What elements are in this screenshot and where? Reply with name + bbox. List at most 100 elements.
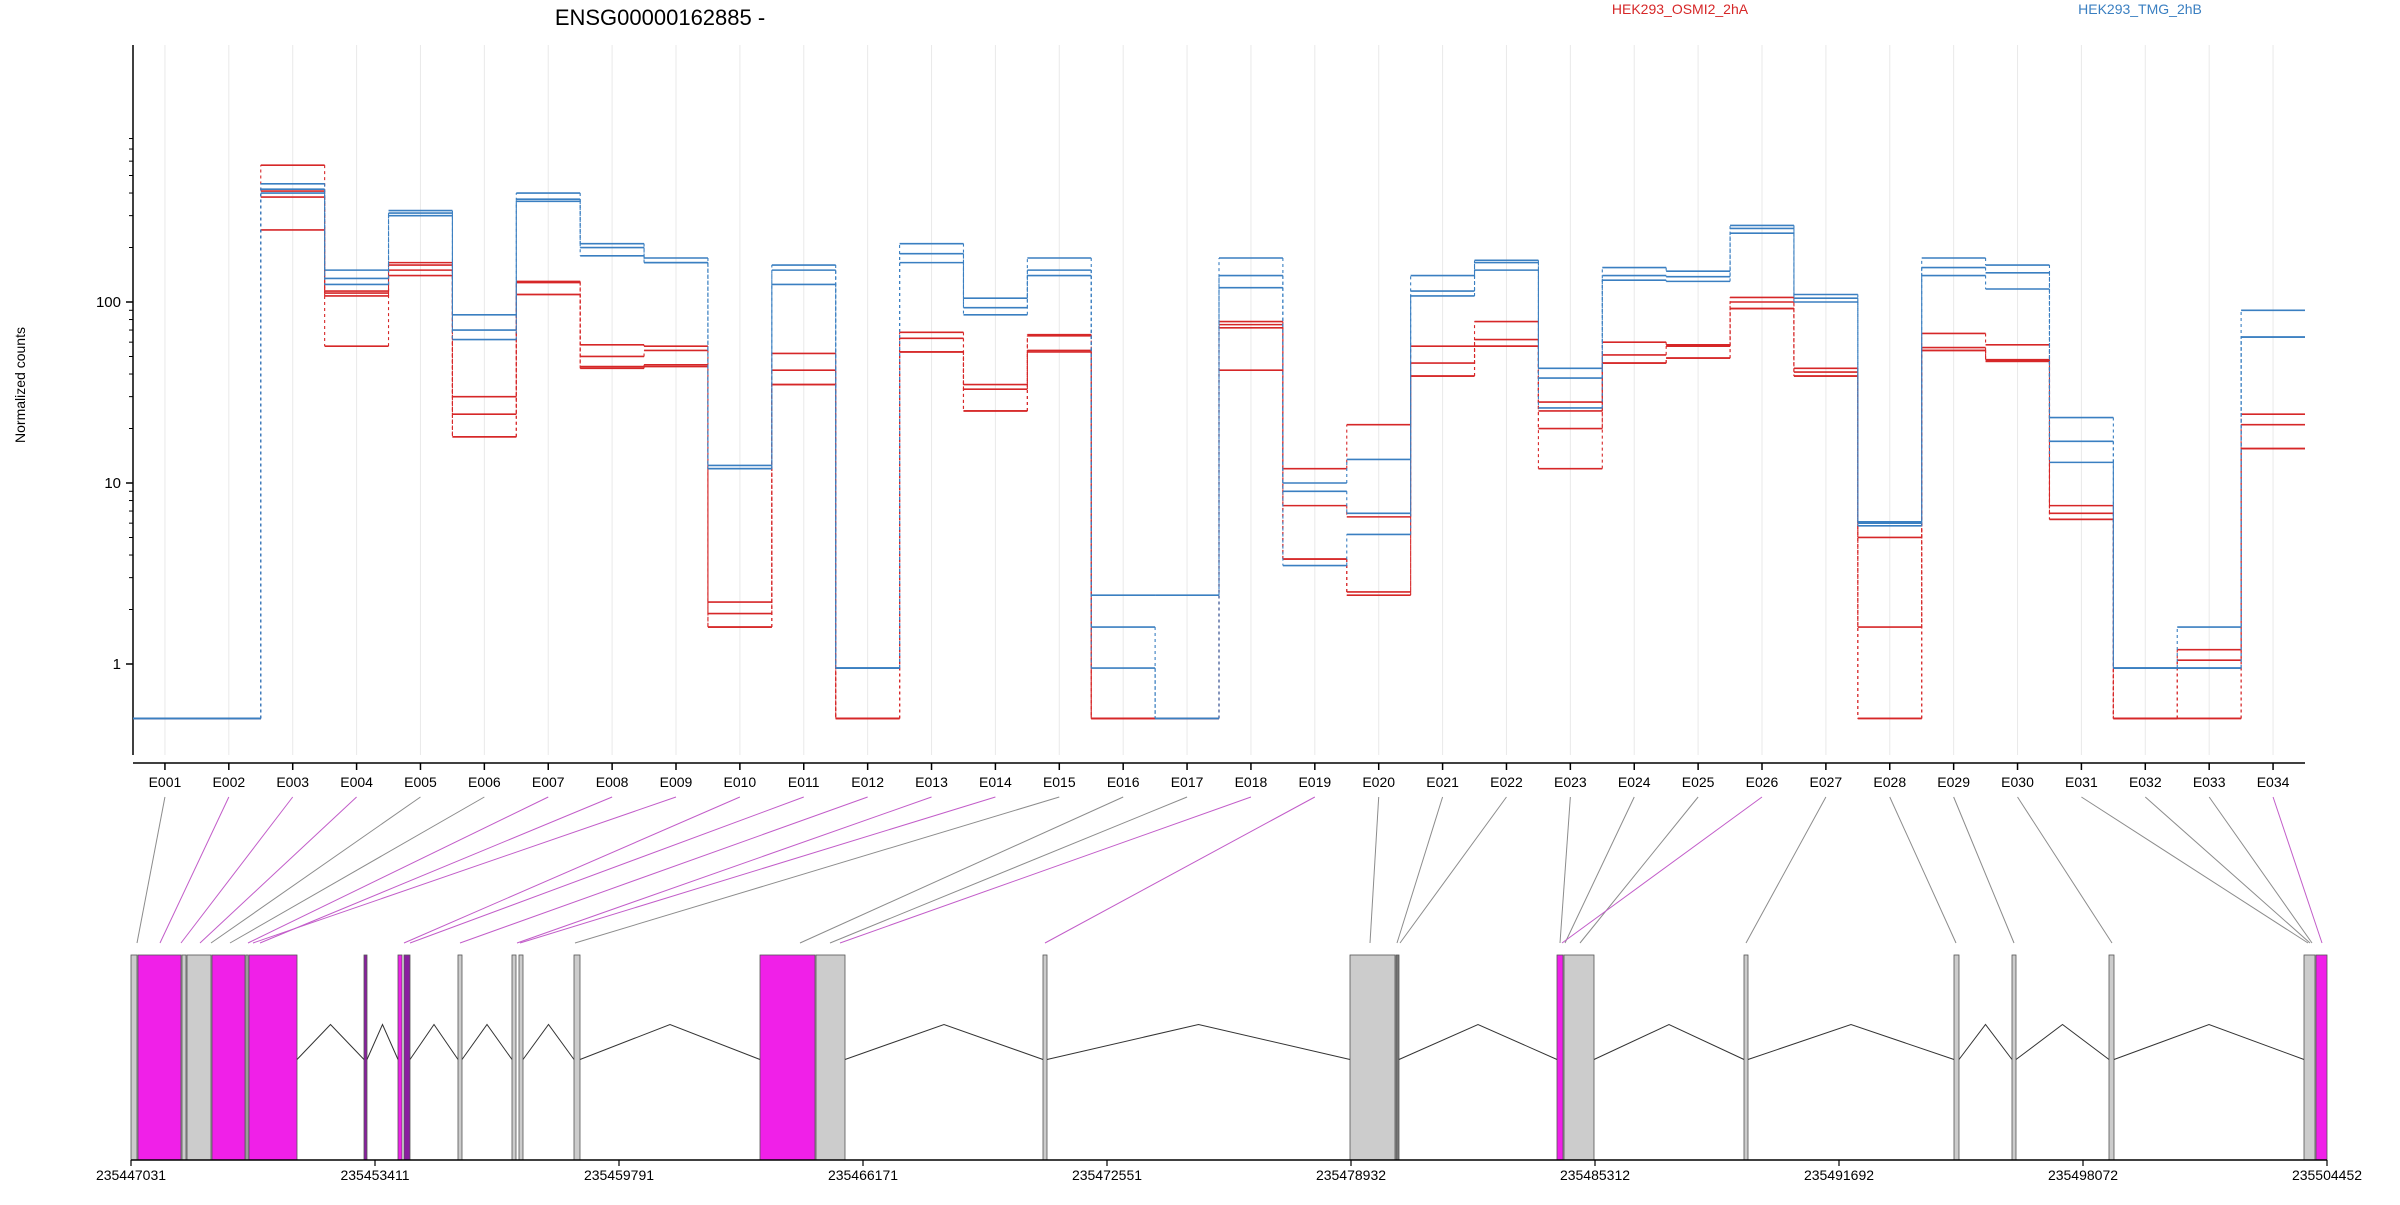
genomic-tick-label: 235485312 xyxy=(1560,1167,1630,1183)
exon-box xyxy=(186,954,212,1161)
x-tick-label: E029 xyxy=(1937,774,1970,790)
exon-connector xyxy=(409,796,804,944)
exon-connector xyxy=(1399,796,1507,944)
x-tick-label: E027 xyxy=(1810,774,1843,790)
exon-connector xyxy=(1044,796,1316,944)
exon-connector xyxy=(252,796,677,944)
intron-line xyxy=(461,1023,513,1060)
intron-line xyxy=(366,1023,399,1060)
intron-line xyxy=(579,1023,761,1060)
intron-line xyxy=(1747,1023,1955,1060)
genomic-tick-label: 235466171 xyxy=(828,1167,898,1183)
y-axis-label: Normalized counts xyxy=(12,327,28,443)
chart-title: ENSG00000162885 - xyxy=(555,5,765,30)
x-axis-ticks: E001 E002 E003 E004 E005 E006 E007 E008 E009 E010… xyxy=(149,763,2290,790)
exon-connector xyxy=(839,796,1252,944)
x-tick-label: E007 xyxy=(532,774,565,790)
exon-box xyxy=(211,954,246,1161)
intron-line xyxy=(1046,1023,1351,1060)
exon-box xyxy=(759,954,816,1161)
exon-box xyxy=(397,954,403,1161)
x-tick-label: E015 xyxy=(1043,774,1076,790)
exon-box xyxy=(1395,954,1400,1161)
x-tick-label: E013 xyxy=(915,774,948,790)
exon-connector xyxy=(1559,796,1571,944)
exon-box xyxy=(2315,954,2328,1161)
genomic-tick-label: 235498072 xyxy=(2048,1167,2118,1183)
genomic-tick-label: 235459791 xyxy=(584,1167,654,1183)
x-tick-label: E028 xyxy=(1873,774,1906,790)
exon-connector xyxy=(210,796,421,944)
exon-connector xyxy=(1579,796,1699,944)
exon-box xyxy=(573,954,581,1161)
series-lines xyxy=(133,164,2305,720)
genomic-position-axis: 235447031 235453411 235459791 235466171 2354… xyxy=(96,1159,2362,1183)
x-tick-label: E017 xyxy=(1171,774,1204,790)
exon-connector xyxy=(1396,796,1444,944)
x-tick-label: E032 xyxy=(2129,774,2162,790)
x-tick-label: E025 xyxy=(1682,774,1715,790)
x-tick-label: E002 xyxy=(212,774,245,790)
x-tick-label: E020 xyxy=(1362,774,1395,790)
exon-box xyxy=(137,954,182,1161)
exon-box xyxy=(1563,954,1595,1161)
x-tick-label: E023 xyxy=(1554,774,1587,790)
x-tick-label: E021 xyxy=(1426,774,1459,790)
x-tick-label: E001 xyxy=(149,774,182,790)
genomic-tick-label: 235472551 xyxy=(1072,1167,1142,1183)
x-tick-label: E022 xyxy=(1490,774,1523,790)
genomic-tick-label: 235491692 xyxy=(1804,1167,1874,1183)
exon-box xyxy=(1743,954,1749,1161)
genomic-tick-label: 235478932 xyxy=(1316,1167,1386,1183)
exon-box xyxy=(1349,954,1396,1161)
intron-line xyxy=(522,1023,575,1060)
exon-connector xyxy=(459,796,868,944)
y-axis-ticks: 1 10 100 xyxy=(96,138,133,673)
gene-model xyxy=(130,954,2328,1161)
axes xyxy=(132,45,2305,764)
x-tick-label: E033 xyxy=(2193,774,2226,790)
x-tick-label: E024 xyxy=(1618,774,1651,790)
exon-connector xyxy=(1561,796,1763,944)
legend-entry-tmg: HEK293_TMG_2hB xyxy=(2078,1,2202,17)
x-tick-label: E004 xyxy=(340,774,373,790)
exon-gridlines xyxy=(164,45,2274,755)
exon-box xyxy=(518,954,524,1161)
exon-box xyxy=(245,954,249,1161)
x-tick-label: E009 xyxy=(660,774,693,790)
exon-connector xyxy=(2081,796,2309,944)
x-tick-label: E030 xyxy=(2001,774,2034,790)
x-tick-label: E005 xyxy=(404,774,437,790)
x-tick-label: E016 xyxy=(1107,774,1140,790)
exon-box xyxy=(1556,954,1564,1161)
exon-connector xyxy=(403,796,741,944)
exon-box xyxy=(815,954,846,1161)
exon-box xyxy=(457,954,463,1161)
exon-connector xyxy=(516,796,932,944)
intron-line xyxy=(844,1023,1044,1060)
exon-connector xyxy=(2017,796,2113,944)
exon-connector xyxy=(199,796,357,944)
exon-connector xyxy=(1564,796,1635,944)
exon-connector xyxy=(2144,796,2311,944)
y-tick-label: 1 xyxy=(113,656,121,673)
intron-line xyxy=(1958,1023,2013,1060)
genomic-tick-label: 235453411 xyxy=(340,1167,409,1183)
exon-box xyxy=(1953,954,1960,1161)
x-tick-label: E019 xyxy=(1298,774,1331,790)
x-tick-label: E031 xyxy=(2065,774,2098,790)
x-tick-label: E010 xyxy=(724,774,757,790)
exon-box xyxy=(2108,954,2115,1161)
x-tick-label: E018 xyxy=(1235,774,1268,790)
exon-connector xyxy=(180,796,294,944)
intron-line xyxy=(2015,1023,2110,1060)
exon-connector xyxy=(159,796,230,944)
exon-connector xyxy=(1369,796,1380,944)
exon-box xyxy=(181,954,187,1161)
exon-connector xyxy=(247,796,549,944)
exon-connector xyxy=(829,796,1188,944)
x-tick-label: E026 xyxy=(1746,774,1779,790)
intron-line xyxy=(1398,1023,1558,1060)
x-tick-label: E003 xyxy=(276,774,309,790)
